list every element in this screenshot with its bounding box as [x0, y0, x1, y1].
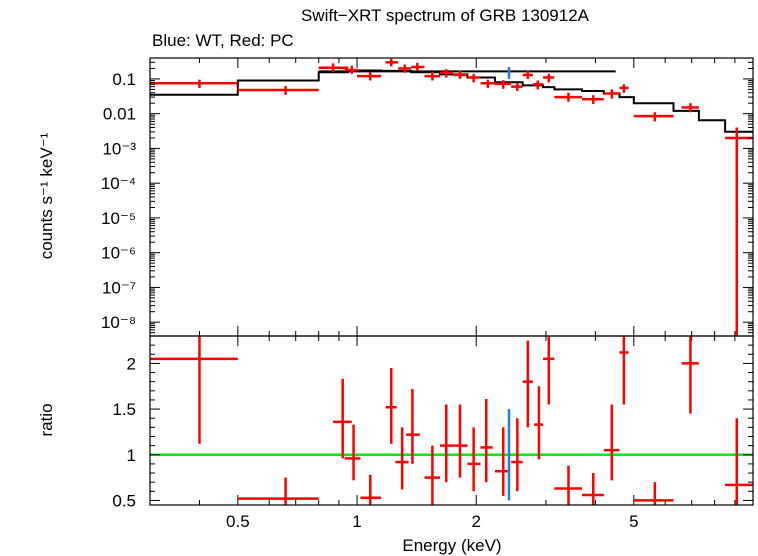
y-tick-label: 0.5 [112, 491, 136, 510]
y-tick-label: 10⁻⁸ [101, 313, 136, 332]
y-tick-label: 10⁻⁵ [101, 209, 136, 228]
x-tick-label: 0.5 [226, 512, 250, 531]
x-axis-label: Energy (keV) [402, 536, 501, 555]
ratio-frame [149, 335, 754, 506]
spectrum-frame [149, 57, 754, 337]
y-tick-label: 10⁻⁶ [101, 244, 136, 263]
spectrum-panel: 0.1 0.01 10⁻³ 10⁻⁴ 10⁻⁵ 10⁻⁶ 10⁻⁷ 10⁻⁸ [101, 57, 754, 505]
model-pc-step-line [150, 69, 753, 133]
y-tick-label: 0.01 [103, 105, 136, 124]
y-tick-label: 2 [127, 354, 136, 373]
chart-title: Swift−XRT spectrum of GRB 130912A [301, 6, 590, 25]
ratio-panel: 0.5 1 2 5 0.5 1 1.5 2 [112, 335, 754, 531]
x-tick-label: 1 [352, 512, 361, 531]
x-tick-label: 2 [472, 512, 481, 531]
y-tick-label: 1.5 [112, 400, 136, 419]
chart-subtitle: Blue: WT, Red: PC [152, 31, 294, 50]
lower-y-axis-label: ratio [37, 403, 56, 436]
y-tick-label: 10⁻⁷ [102, 278, 136, 297]
y-tick-label: 10⁻³ [102, 139, 136, 158]
y-tick-label: 0.1 [112, 70, 136, 89]
y-tick-label: 1 [127, 446, 136, 465]
y-tick-label: 10⁻⁴ [101, 174, 136, 193]
x-tick-label: 5 [629, 512, 638, 531]
upper-y-axis-label: counts s⁻¹ keV⁻¹ [37, 132, 56, 259]
